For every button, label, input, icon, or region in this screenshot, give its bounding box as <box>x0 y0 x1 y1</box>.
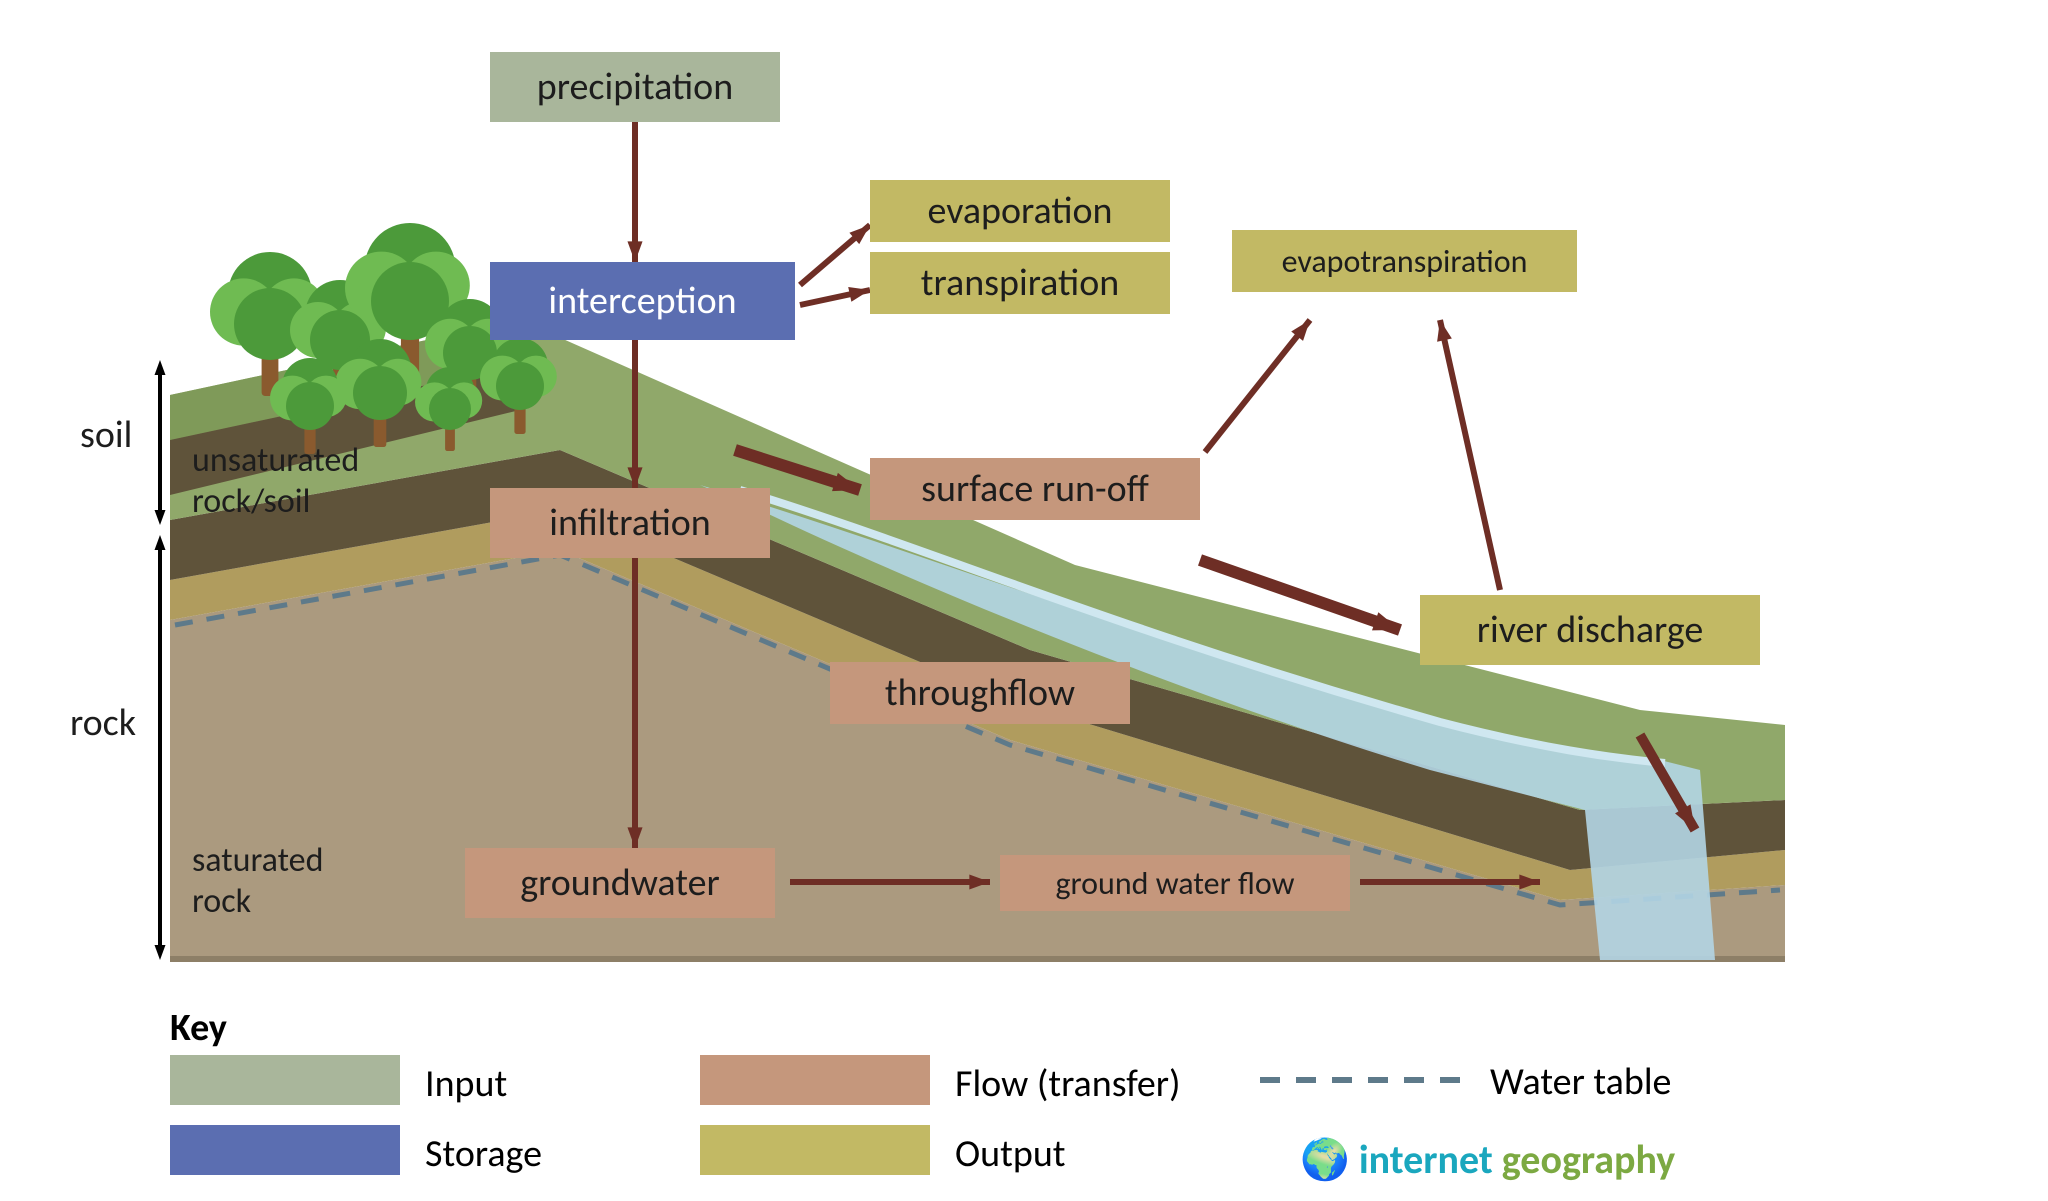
key-item-output: Output <box>955 1131 1066 1177</box>
key-title: Key <box>170 1005 227 1051</box>
drainage-basin-diagram: { "canvas":{"w":2048,"h":1201,"bg":"#fff… <box>0 0 2048 1201</box>
logo: 🌍 internet geography <box>1300 1135 1675 1184</box>
surface_runoff-box: surface run-off <box>870 458 1200 520</box>
groundwater-box: groundwater <box>465 848 775 918</box>
interception-box: interception <box>490 262 795 340</box>
unsat-label: unsaturated rock/soil <box>192 440 359 522</box>
evaporation-box: evaporation <box>870 180 1170 242</box>
key-item-flow: Flow (transfer) <box>955 1061 1181 1107</box>
river_discharge-box: river discharge <box>1420 595 1760 665</box>
precipitation-box: precipitation <box>490 52 780 122</box>
logo-text2: geography <box>1502 1135 1675 1184</box>
rock-label: rock <box>70 700 136 746</box>
key-item-storage: Storage <box>425 1131 542 1177</box>
throughflow-box: throughflow <box>830 662 1130 724</box>
infiltration-box: infiltration <box>490 488 770 558</box>
evapotranspiration-box: evapotranspiration <box>1232 230 1577 292</box>
key-item-input: Input <box>425 1061 507 1107</box>
transpiration-box: transpiration <box>870 252 1170 314</box>
soil-label: soil <box>80 412 132 458</box>
logo-text1: internet <box>1359 1135 1493 1184</box>
groundwater_flow-box: ground water flow <box>1000 855 1350 911</box>
key-item-water-table: Water table <box>1490 1059 1671 1105</box>
sat-label: saturated rock <box>192 840 323 922</box>
